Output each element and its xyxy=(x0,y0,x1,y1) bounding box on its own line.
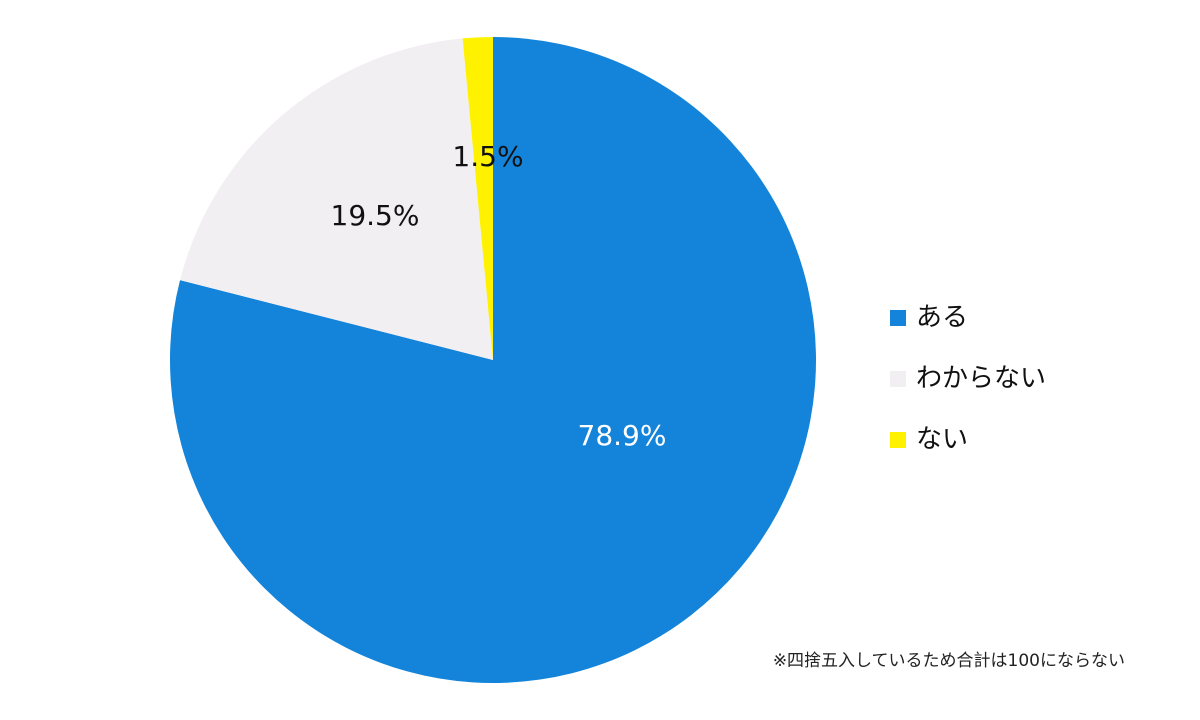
legend-label: ない xyxy=(916,425,968,455)
legend-swatch xyxy=(890,310,906,326)
note: ※四捨五入しているため合計は100にならない xyxy=(773,651,1125,671)
data-label: 78.9% xyxy=(578,419,667,452)
pie-slice xyxy=(180,38,494,361)
legend-swatch xyxy=(890,371,906,387)
legend-swatch xyxy=(890,432,906,448)
data-label: 19.5% xyxy=(331,199,420,232)
legend-label: わからない xyxy=(916,364,1046,394)
pie-slice xyxy=(169,37,816,683)
data-label: 1.5% xyxy=(452,140,523,173)
pie-slice xyxy=(462,37,493,360)
legend-label: ある xyxy=(916,303,968,333)
